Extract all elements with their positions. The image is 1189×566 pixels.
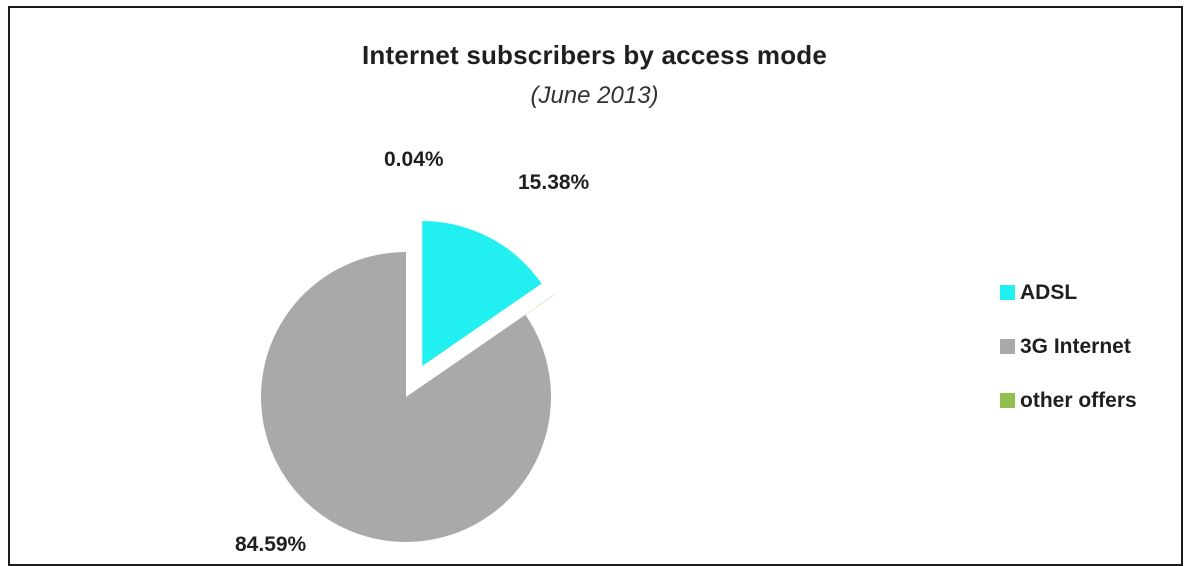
- legend-swatch-3g-internet: [1000, 339, 1015, 354]
- legend-label-adsl: ADSL: [1020, 280, 1078, 304]
- chart-frame: [8, 6, 1183, 566]
- legend-swatch-other-offers: [1000, 393, 1015, 408]
- legend-item-other-offers: other offers: [1000, 387, 1137, 414]
- pie-slice-other-offers: [434, 294, 555, 378]
- data-label-other-offers: 0.04%: [384, 148, 444, 171]
- legend-label-other-offers: other offers: [1020, 388, 1137, 412]
- legend-swatch-adsl: [1000, 285, 1015, 300]
- data-label-3g-internet: 84.59%: [235, 533, 307, 556]
- pie-slice-adsl: [422, 221, 542, 367]
- pie-slices: [261, 221, 555, 542]
- chart-subtitle: (June 2013): [530, 82, 659, 109]
- pie-slice-3g-internet: [261, 252, 551, 542]
- legend-item-adsl: ADSL: [1000, 279, 1137, 306]
- pie-data-labels: 15.38% 84.59% 0.04%: [235, 148, 590, 556]
- chart-title: Internet subscribers by access mode: [361, 40, 828, 70]
- data-label-adsl: 15.38%: [518, 171, 590, 194]
- legend-item-3g-internet: 3G Internet: [1000, 333, 1137, 360]
- legend-label-3g-internet: 3G Internet: [1020, 334, 1131, 358]
- chart-legend: ADSL 3G Internet other offers: [1000, 279, 1137, 441]
